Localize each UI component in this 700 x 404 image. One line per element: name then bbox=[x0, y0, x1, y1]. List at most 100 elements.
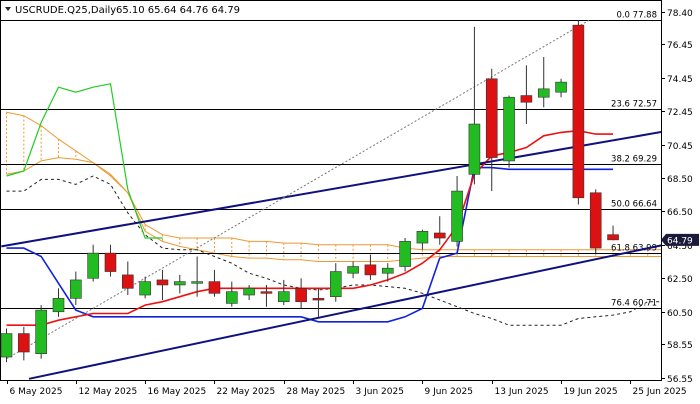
candle-body-down bbox=[607, 234, 619, 241]
candle bbox=[520, 65, 533, 125]
candle-body-up bbox=[329, 271, 342, 297]
fib-level-label: 38.2 69.29 bbox=[611, 155, 657, 165]
candle bbox=[104, 244, 117, 277]
candle bbox=[364, 254, 377, 280]
time-tick-label: 9 Jun 2025 bbox=[425, 387, 473, 397]
candle bbox=[174, 274, 186, 294]
candle bbox=[277, 279, 290, 306]
candle bbox=[87, 244, 99, 282]
price-tick-label: 76.45 bbox=[667, 41, 693, 51]
chart-header: USCRUDE.Q25,Daily 65.10 65.64 64.76 64.7… bbox=[5, 5, 240, 16]
candlesticks bbox=[0, 20, 619, 363]
price-tick-label: 66.50 bbox=[667, 208, 693, 218]
candle bbox=[433, 216, 446, 245]
candle-body-down bbox=[433, 232, 446, 239]
price-tick-label: 64.50 bbox=[667, 242, 693, 252]
candle bbox=[122, 261, 134, 296]
time-tick-label: 25 Jun 2025 bbox=[633, 387, 687, 397]
candle bbox=[537, 56, 550, 108]
candle-body-down bbox=[312, 298, 325, 301]
candle-body-up bbox=[174, 281, 186, 286]
fib-level-label: 76.4 60.71 bbox=[611, 299, 657, 309]
time-tick-label: 16 May 2025 bbox=[148, 387, 207, 397]
candle-body-up bbox=[243, 288, 255, 296]
candle bbox=[329, 263, 342, 302]
candle-body-down bbox=[364, 264, 377, 276]
fibonacci-levels: 0.0 77.88 23.6 72.57 38.2 69.29 50.0 66.64 6… bbox=[0, 11, 661, 309]
candle bbox=[35, 305, 47, 359]
candle bbox=[589, 189, 602, 254]
last-price-tag-label: 64.79 bbox=[667, 236, 693, 246]
symbol-dropdown-icon bbox=[5, 7, 11, 11]
price-tick-label: 70.45 bbox=[667, 142, 693, 152]
candle-body-down bbox=[208, 281, 221, 294]
candle-body-up bbox=[537, 88, 550, 98]
fib-level-label: 61.8 63.99 bbox=[611, 244, 657, 254]
price-tick-label: 62.50 bbox=[667, 275, 693, 285]
candle-body-down bbox=[485, 78, 498, 158]
time-tick-label: 6 May 2025 bbox=[10, 387, 63, 397]
time-tick-label: 19 Jun 2025 bbox=[564, 387, 618, 397]
time-tick-label: 22 May 2025 bbox=[217, 387, 276, 397]
candle-body-down bbox=[260, 291, 273, 294]
candle-body-down bbox=[589, 192, 602, 249]
candle bbox=[572, 20, 585, 205]
price-tick-label: 58.55 bbox=[667, 341, 693, 351]
candle bbox=[191, 256, 203, 297]
candle bbox=[468, 26, 481, 185]
fib-level-label: 50.0 66.64 bbox=[611, 200, 657, 210]
candle-body-down bbox=[104, 252, 117, 272]
candle-body-up bbox=[139, 281, 151, 296]
price-tick-label: 74.45 bbox=[667, 75, 693, 85]
candle-body-up bbox=[503, 96, 515, 162]
candle-body-down bbox=[520, 95, 533, 103]
candle-body-down bbox=[572, 24, 585, 199]
candle-body-down bbox=[122, 274, 134, 289]
candle bbox=[0, 328, 13, 363]
candle bbox=[70, 271, 82, 306]
candle bbox=[347, 261, 359, 279]
last-price-tag-shape bbox=[661, 233, 699, 246]
trendline bbox=[1, 131, 661, 248]
time-tick-label: 3 Jun 2025 bbox=[356, 387, 404, 397]
candle-body-up bbox=[0, 333, 13, 358]
fib-level-label: 0.0 77.88 bbox=[616, 11, 657, 21]
price-tick-label: 56.55 bbox=[667, 375, 693, 385]
time-tick-label: 13 Jun 2025 bbox=[495, 387, 549, 397]
candle-body-down bbox=[156, 279, 169, 286]
candle bbox=[555, 78, 567, 98]
candle bbox=[295, 278, 307, 309]
candle-body-up bbox=[555, 81, 567, 93]
candle-body-up bbox=[52, 298, 65, 313]
candle bbox=[139, 276, 151, 299]
candle bbox=[243, 284, 255, 301]
candle bbox=[381, 263, 394, 282]
candle-body-down bbox=[18, 333, 30, 353]
fib-level-label: 23.6 72.57 bbox=[611, 100, 657, 110]
candle-body-up bbox=[381, 267, 394, 274]
candle bbox=[18, 326, 30, 361]
price-tick-label: 78.40 bbox=[667, 9, 693, 19]
candle-body-up bbox=[191, 281, 203, 284]
candle-body-up bbox=[347, 266, 359, 274]
candle-body-down bbox=[295, 288, 307, 303]
candle bbox=[260, 284, 273, 307]
candle bbox=[416, 229, 429, 250]
candle-body-up bbox=[277, 291, 290, 303]
candle-body-up bbox=[225, 291, 238, 304]
time-axis: 6 May 2025 12 May 2025 16 May 2025 22 May 2… bbox=[7, 380, 687, 397]
price-tick-label: 60.50 bbox=[667, 309, 693, 319]
candle bbox=[208, 269, 221, 297]
candle-body-up bbox=[70, 279, 82, 299]
candle bbox=[451, 176, 463, 247]
candle-body-up bbox=[468, 123, 481, 175]
chikou-line bbox=[6, 83, 163, 239]
candle bbox=[607, 225, 619, 241]
candle bbox=[156, 269, 169, 301]
ohlc-readout: 65.10 65.64 64.76 64.79 bbox=[116, 5, 240, 16]
price-tick-label: 72.45 bbox=[667, 108, 693, 118]
candle bbox=[225, 281, 238, 307]
candle-body-up bbox=[87, 252, 99, 279]
symbol-label: USCRUDE.Q25,Daily bbox=[15, 5, 116, 16]
